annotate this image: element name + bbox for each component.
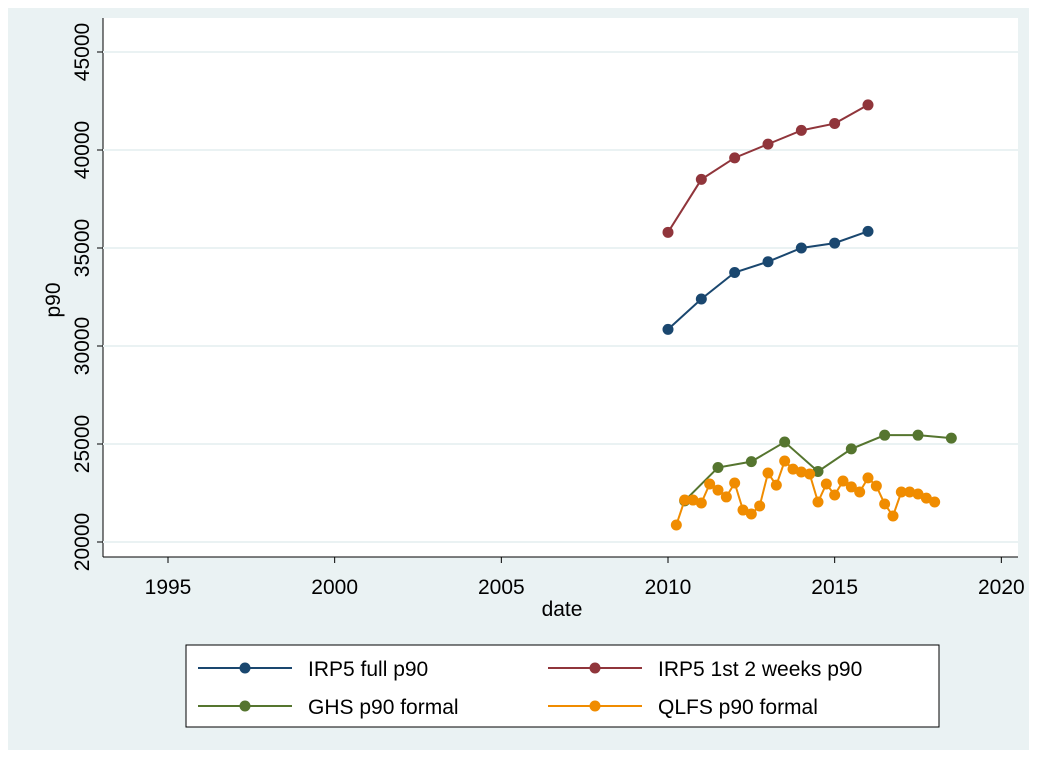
x-tick-label: 2000: [311, 576, 358, 599]
data-point: [795, 242, 807, 254]
legend-label: QLFS p90 formal: [658, 696, 818, 719]
y-tick-label: 35000: [71, 219, 94, 277]
data-point: [770, 479, 782, 491]
data-point: [920, 492, 932, 504]
data-point: [670, 519, 682, 531]
data-point: [837, 475, 849, 487]
data-point: [754, 500, 766, 512]
data-point: [745, 456, 757, 468]
data-point: [704, 478, 716, 490]
data-point: [812, 465, 824, 477]
data-point: [720, 491, 732, 503]
y-tick-label: 40000: [71, 121, 94, 179]
data-point: [879, 498, 891, 510]
data-point: [695, 293, 707, 305]
y-tick-label: 45000: [71, 23, 94, 81]
y-tick-label: 30000: [71, 317, 94, 375]
x-tick-label: 2005: [478, 576, 525, 599]
legend-marker: [589, 700, 601, 712]
data-point: [787, 463, 799, 475]
legend-marker: [239, 662, 251, 674]
data-point: [729, 152, 741, 164]
legend: [185, 644, 940, 728]
data-point: [712, 484, 724, 496]
data-point: [662, 323, 674, 335]
data-point: [854, 486, 866, 498]
y-tick-label: 25000: [71, 415, 94, 473]
data-point: [762, 138, 774, 150]
data-point: [912, 488, 924, 500]
data-point: [879, 429, 891, 441]
legend-marker: [589, 662, 601, 674]
data-point: [929, 496, 941, 508]
data-point: [812, 496, 824, 508]
data-point: [795, 466, 807, 478]
data-point: [862, 99, 874, 111]
data-point: [895, 486, 907, 498]
data-point: [912, 429, 924, 441]
data-point: [795, 124, 807, 136]
data-point: [945, 432, 957, 444]
x-tick-label: 1995: [145, 576, 192, 599]
data-point: [779, 436, 791, 448]
data-point: [695, 173, 707, 185]
data-point: [687, 494, 699, 506]
data-point: [887, 510, 899, 522]
data-point: [679, 494, 691, 506]
data-point: [904, 486, 916, 498]
x-tick-label: 2010: [645, 576, 692, 599]
x-axis-label: date: [542, 598, 583, 621]
data-point: [845, 481, 857, 493]
x-tick-label: 2020: [978, 576, 1025, 599]
data-point: [762, 467, 774, 479]
y-tick-label: 20000: [71, 513, 94, 571]
legend-label: IRP5 1st 2 weeks p90: [658, 658, 862, 681]
x-tick-label: 2015: [811, 576, 858, 599]
data-point: [862, 472, 874, 484]
data-point: [737, 504, 749, 516]
data-point: [862, 225, 874, 237]
data-point: [695, 497, 707, 509]
data-point: [729, 267, 741, 279]
data-point: [662, 226, 674, 238]
legend-label: GHS p90 formal: [308, 696, 459, 719]
data-point: [762, 256, 774, 268]
data-point: [829, 237, 841, 249]
y-axis-label: p90: [42, 282, 65, 317]
data-point: [829, 118, 841, 130]
data-point: [829, 489, 841, 501]
data-point: [845, 443, 857, 455]
data-point: [745, 508, 757, 520]
data-point: [820, 478, 832, 490]
data-point: [804, 468, 816, 480]
data-point: [870, 480, 882, 492]
legend-marker: [239, 700, 251, 712]
plot-region: [103, 18, 1018, 557]
legend-label: IRP5 full p90: [308, 658, 428, 681]
data-point: [779, 455, 791, 467]
data-point: [729, 477, 741, 489]
data-point: [712, 462, 724, 474]
